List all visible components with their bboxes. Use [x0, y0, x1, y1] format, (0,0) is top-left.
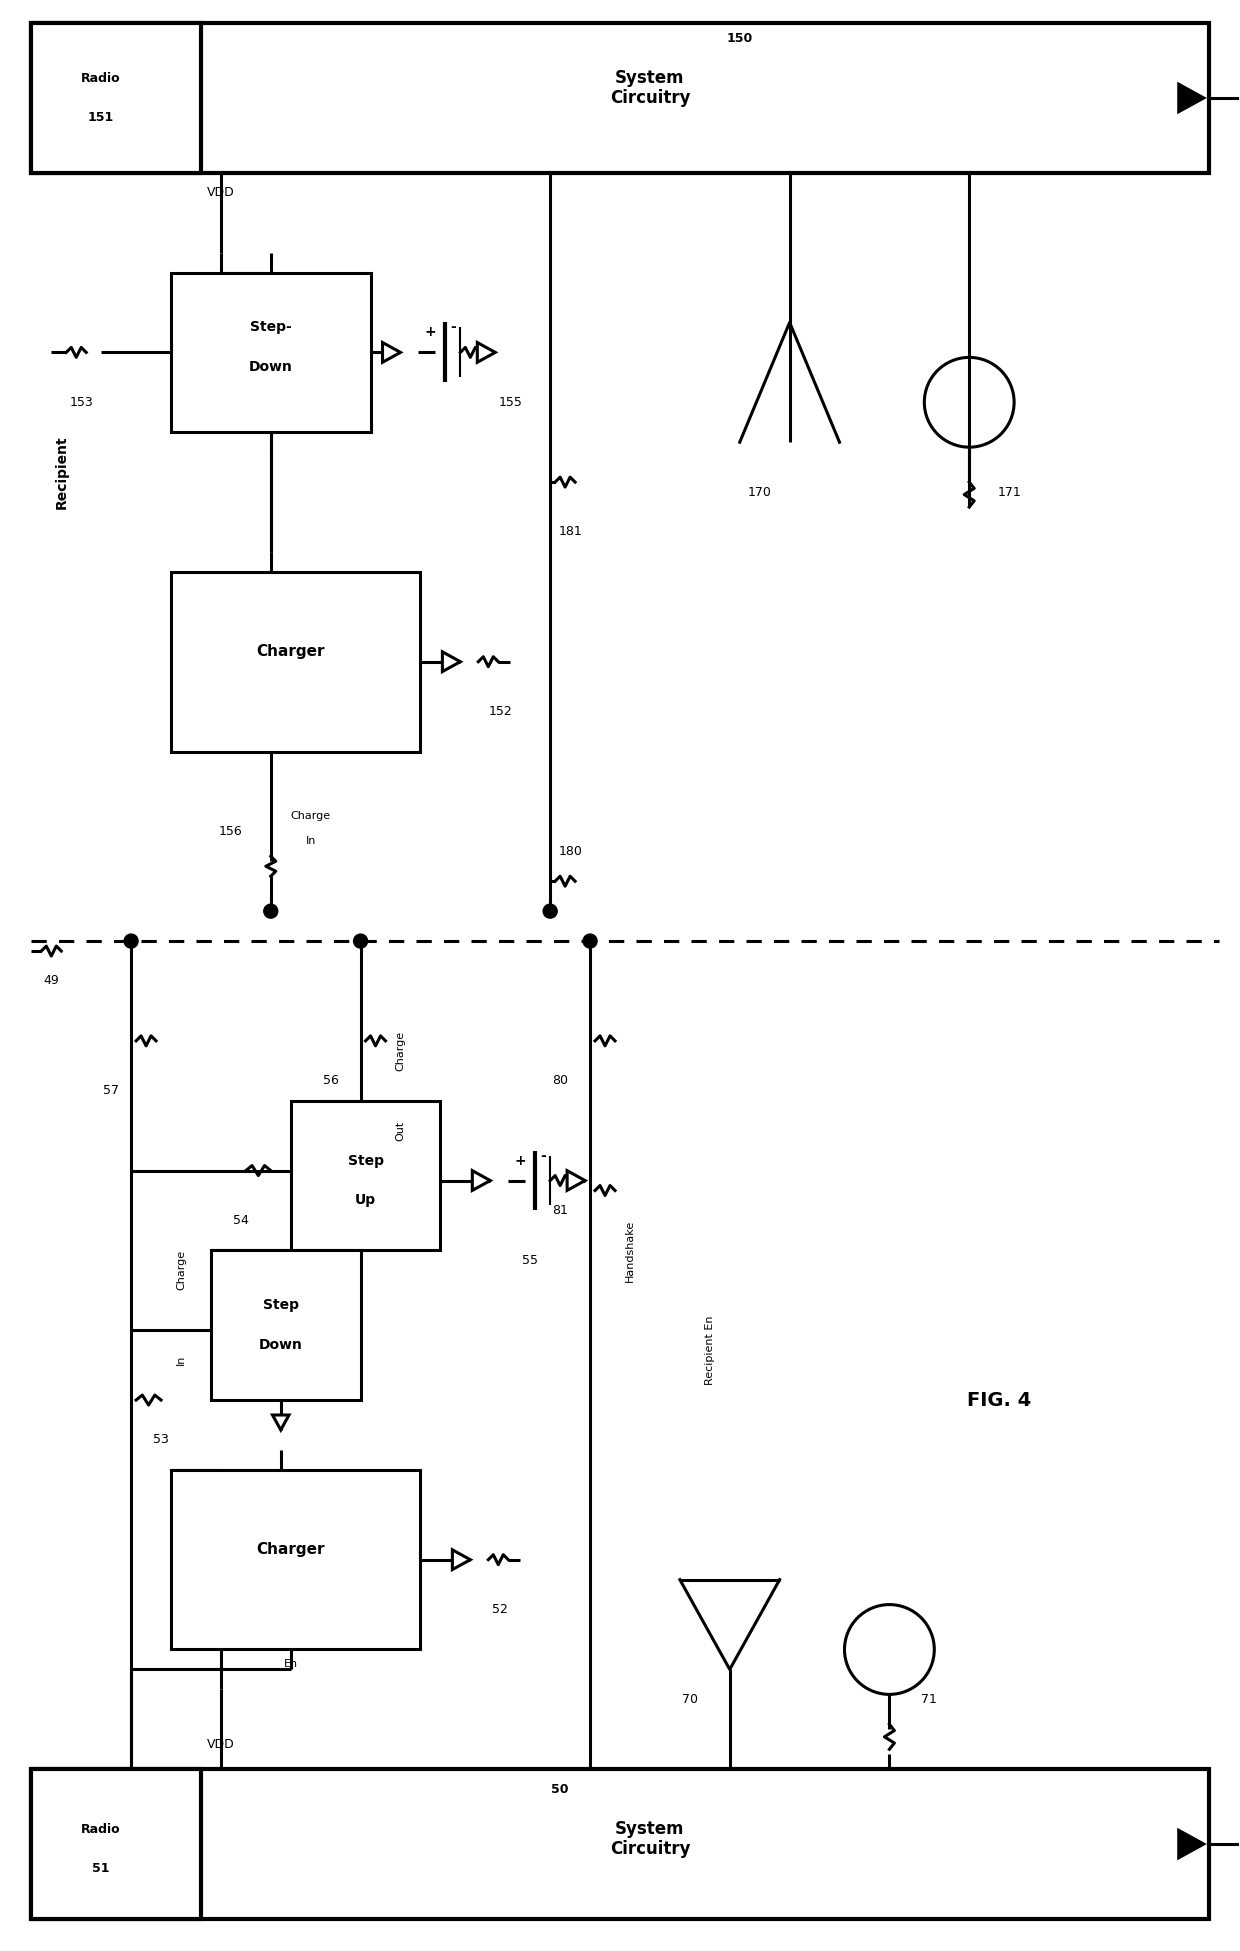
Text: 80: 80: [552, 1075, 568, 1087]
Text: In: In: [305, 837, 316, 847]
Polygon shape: [273, 1414, 289, 1430]
Text: System
Circuitry: System Circuitry: [610, 1820, 691, 1859]
Text: 81: 81: [552, 1204, 568, 1217]
Text: Charge: Charge: [176, 1251, 186, 1290]
Bar: [31, 23, 201, 174]
Text: 170: 170: [748, 486, 771, 499]
Text: Recipient En: Recipient En: [704, 1315, 714, 1385]
Text: Handshake: Handshake: [625, 1219, 635, 1282]
Text: Charge: Charge: [396, 1030, 405, 1071]
Text: Charge: Charge: [290, 812, 331, 821]
Text: 180: 180: [558, 845, 582, 858]
Bar: [171, 1469, 420, 1649]
Bar: [31, 1770, 1209, 1920]
Text: Step: Step: [347, 1153, 383, 1167]
Circle shape: [583, 935, 596, 948]
Text: 181: 181: [558, 525, 582, 538]
Text: 51: 51: [93, 1863, 110, 1875]
Text: 156: 156: [219, 825, 243, 837]
Text: 49: 49: [43, 974, 60, 987]
Text: En: En: [284, 1660, 298, 1670]
Text: System
Circuitry: System Circuitry: [610, 68, 691, 107]
Bar: [211, 1251, 361, 1401]
Text: Radio: Radio: [82, 1822, 122, 1836]
Text: +: +: [515, 1153, 526, 1167]
Text: -: -: [541, 1149, 546, 1163]
Text: Step: Step: [263, 1297, 299, 1313]
Polygon shape: [443, 652, 460, 671]
Text: 153: 153: [69, 396, 93, 410]
Text: FIG. 4: FIG. 4: [967, 1391, 1032, 1409]
Bar: [171, 572, 420, 751]
Polygon shape: [453, 1549, 470, 1569]
Text: VDD: VDD: [207, 185, 234, 199]
Circle shape: [124, 935, 138, 948]
Circle shape: [353, 935, 367, 948]
Text: 50: 50: [552, 1783, 569, 1795]
Polygon shape: [1179, 1830, 1204, 1857]
Polygon shape: [382, 343, 401, 363]
Text: Charger: Charger: [257, 1541, 325, 1557]
Bar: [31, 23, 1209, 174]
Text: 52: 52: [492, 1604, 508, 1615]
Text: Up: Up: [355, 1194, 376, 1208]
Text: 54: 54: [233, 1214, 249, 1227]
Text: 150: 150: [727, 31, 753, 45]
Text: 53: 53: [153, 1434, 169, 1446]
Circle shape: [264, 903, 278, 919]
Bar: [290, 1100, 440, 1251]
Text: Out: Out: [396, 1120, 405, 1141]
Polygon shape: [477, 343, 495, 363]
Text: Down: Down: [259, 1338, 303, 1352]
Text: +: +: [424, 326, 436, 339]
Text: 171: 171: [997, 486, 1021, 499]
Text: VDD: VDD: [207, 1738, 234, 1750]
Polygon shape: [1179, 84, 1204, 111]
Text: Charger: Charger: [257, 644, 325, 659]
Text: 56: 56: [322, 1075, 339, 1087]
Text: 155: 155: [498, 396, 522, 410]
Text: 70: 70: [682, 1693, 698, 1705]
Bar: [31, 1770, 201, 1920]
Text: In: In: [176, 1354, 186, 1366]
Text: 151: 151: [88, 111, 114, 125]
Bar: [171, 273, 371, 433]
Polygon shape: [472, 1171, 490, 1190]
Text: 71: 71: [921, 1693, 937, 1705]
Circle shape: [543, 903, 557, 919]
Text: Down: Down: [249, 361, 293, 375]
Text: 55: 55: [522, 1254, 538, 1266]
Text: -: -: [450, 320, 456, 334]
Text: 57: 57: [103, 1085, 119, 1096]
Text: 152: 152: [489, 704, 512, 718]
Text: Radio: Radio: [82, 72, 122, 84]
Polygon shape: [567, 1171, 585, 1190]
Text: Recipient: Recipient: [55, 435, 68, 509]
Text: Step-: Step-: [250, 320, 291, 334]
